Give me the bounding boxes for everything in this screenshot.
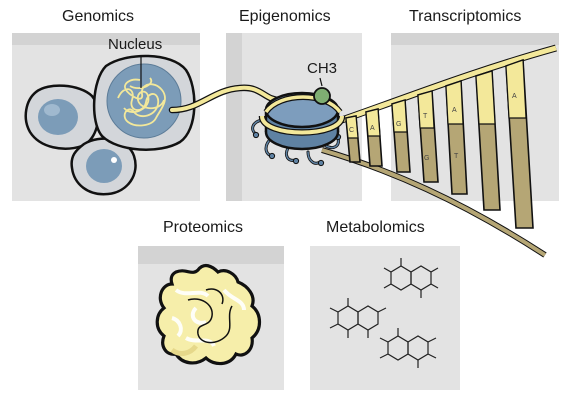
genomics-title: Genomics (62, 8, 135, 25)
transcriptomics-panel (391, 33, 559, 201)
rna-letter: T (454, 153, 459, 160)
rna-letter: G (396, 121, 401, 128)
cell-nucleus-large (92, 54, 196, 151)
molecule-left (329, 298, 387, 338)
rna-letter: A (370, 125, 375, 132)
molecule-bottom (379, 328, 437, 368)
proteomics-panel-shade (138, 246, 284, 264)
nucleus-label: Nucleus (108, 36, 163, 53)
genomics-panel-shade (12, 33, 200, 45)
base-pairs (345, 58, 534, 229)
methyl-group-marker (313, 87, 331, 105)
transcriptomics-panel-shade (391, 33, 559, 45)
rna-letter: C (349, 127, 354, 134)
epigenomics-title: Epigenomics (239, 8, 331, 25)
nucleosome (251, 77, 346, 167)
protein-structure (155, 263, 262, 366)
rna-letter: T (423, 113, 428, 120)
molecule-top (383, 258, 439, 298)
rna-letter: G (424, 155, 429, 162)
epigenomics-panel-shade (226, 33, 242, 201)
rna-letters: C A G T A G T A (349, 93, 517, 162)
double-helix: C A G T A G T A (321, 44, 557, 258)
methyl-group-label: CH3 (307, 60, 338, 77)
metabolite-molecules (329, 258, 439, 368)
rna-letter: A (452, 107, 457, 114)
transcriptomics-title: Transcriptomics (409, 8, 522, 25)
cell-left (24, 84, 100, 150)
metabolomics-title: Metabolomics (326, 219, 425, 236)
rna-letter: A (512, 93, 517, 100)
chromatin-tangle (117, 77, 166, 127)
proteomics-title: Proteomics (163, 219, 244, 236)
